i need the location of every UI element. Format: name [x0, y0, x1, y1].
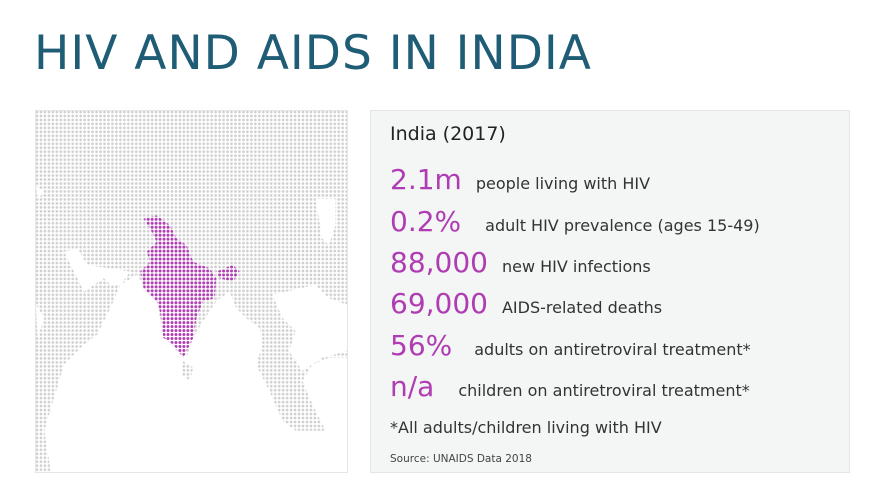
stat-value: 69,000 [390, 287, 488, 320]
stat-row: 88,000 new HIV infections [390, 246, 651, 279]
stat-value: 56% [390, 329, 453, 362]
stat-value: n/a [390, 370, 435, 403]
stat-value: 0.2% [390, 205, 462, 238]
stat-row: n/a children on antiretroviral treatment* [390, 370, 750, 403]
india-dot-map [35, 110, 348, 473]
stat-label: AIDS-related deaths [501, 298, 663, 317]
india-highlight [140, 215, 240, 358]
stat-label: people living with HIV [475, 174, 651, 193]
stat-row: 0.2% adult HIV prevalence (ages 15-49) [390, 205, 760, 238]
stat-label: adults on antiretroviral treatment* [474, 340, 751, 359]
stat-label: children on antiretroviral treatment* [458, 381, 750, 400]
stat-label: new HIV infections [501, 257, 651, 276]
stat-row: 69,000 AIDS-related deaths [390, 287, 662, 320]
stats-panel: India (2017) 2.1m people living with HIV … [370, 110, 850, 473]
stat-value: 2.1m [390, 163, 462, 196]
stat-label: adult HIV prevalence (ages 15-49) [485, 216, 760, 235]
stat-value: 88,000 [390, 246, 488, 279]
map-graphic [36, 111, 348, 472]
sri-lanka [181, 361, 194, 381]
panel-heading: India (2017) [390, 123, 506, 145]
stat-row: 2.1m people living with HIV [390, 163, 650, 196]
source-note: Source: UNAIDS Data 2018 [390, 453, 532, 465]
footnote: *All adults/children living with HIV [390, 418, 662, 437]
stat-row: 56% adults on antiretroviral treatment* [390, 329, 751, 362]
sea-areas [36, 185, 348, 472]
page-title: HIV AND AIDS IN INDIA [34, 26, 592, 81]
